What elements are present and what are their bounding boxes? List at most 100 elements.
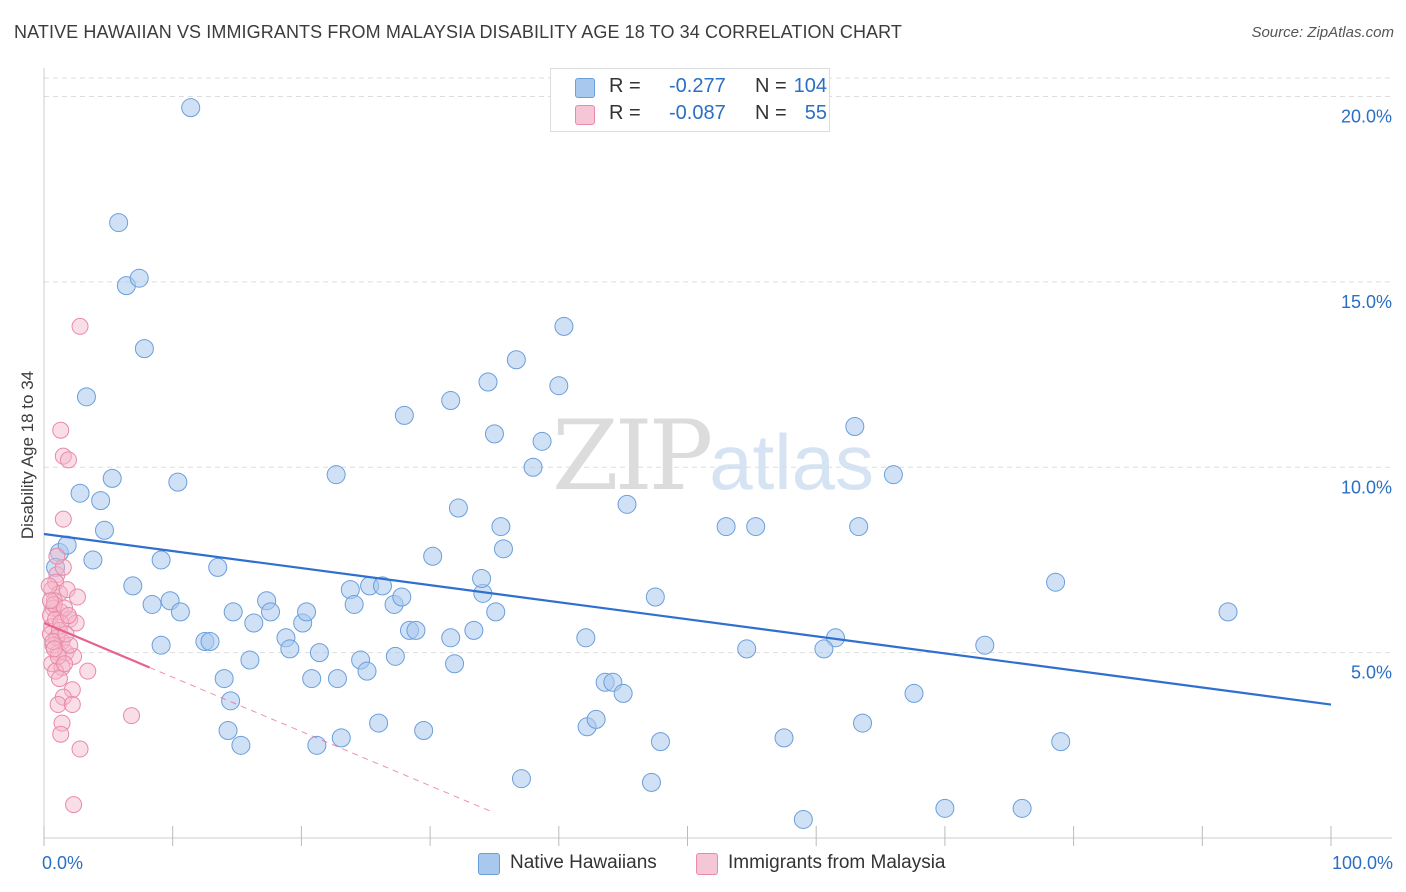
native-hawaiian-point: [414, 720, 434, 740]
native-hawaiian-point: [123, 576, 143, 596]
native-hawaiian-point: [221, 691, 241, 711]
native-hawaiian-point: [297, 602, 317, 622]
native-hawaiian-point: [576, 628, 596, 648]
native-hawaiian-point: [109, 213, 129, 233]
malaysia-point: [71, 317, 89, 335]
native-hawaiian-point: [645, 587, 665, 607]
legend-swatch-pink: [696, 853, 718, 875]
native-hawaiian-point: [200, 632, 220, 652]
native-hawaiian-point: [493, 539, 513, 559]
legend-swatch-blue: [575, 78, 595, 98]
legend-swatch-pink: [575, 105, 595, 125]
native-hawaiian-point: [129, 268, 149, 288]
native-hawaiian-point: [168, 472, 188, 492]
legend-swatch-blue: [478, 853, 500, 875]
malaysia-point: [63, 696, 81, 714]
legend-r-label: R =: [609, 75, 641, 97]
native-hawaiian-point: [83, 550, 103, 570]
malaysia-point: [52, 725, 70, 743]
native-hawaiian-point: [214, 669, 234, 689]
x-tick-label: 0.0%: [42, 853, 83, 873]
malaysia-point: [71, 740, 89, 758]
malaysia-point: [65, 796, 83, 814]
native-hawaiian-point: [441, 628, 461, 648]
legend-r-value: -0.087: [669, 102, 726, 124]
native-hawaiian-point: [554, 316, 574, 336]
native-hawaiian-point: [151, 550, 171, 570]
native-hawaiian-point: [208, 557, 228, 577]
native-hawaiian-point: [357, 661, 377, 681]
y-tick-label: 15.0%: [1341, 292, 1392, 312]
native-hawaiian-point: [372, 576, 392, 596]
native-hawaiian-point: [91, 491, 111, 511]
native-hawaiian-point: [331, 728, 351, 748]
native-hawaiian-point: [1012, 798, 1032, 818]
native-hawaiian-point: [904, 683, 924, 703]
native-hawaiian-point: [486, 602, 506, 622]
native-hawaiian-point: [793, 809, 813, 829]
malaysia-point: [65, 647, 83, 665]
native-hawaiian-point: [586, 709, 606, 729]
native-hawaiian-point: [307, 735, 327, 755]
native-hawaiian-point: [464, 620, 484, 640]
legend-label: Native Hawaiians: [510, 852, 657, 873]
native-hawaiian-point: [309, 643, 329, 663]
malaysia-point: [56, 655, 74, 673]
native-hawaiian-point: [240, 650, 260, 670]
native-hawaiian-point: [491, 517, 511, 537]
native-hawaiian-point: [532, 431, 552, 451]
native-hawaiian-point: [478, 372, 498, 392]
y-tick-label: 5.0%: [1351, 663, 1392, 683]
malaysia-point: [54, 510, 72, 528]
native-hawaiian-point: [511, 769, 531, 789]
y-tick-label: 10.0%: [1341, 477, 1392, 497]
native-hawaiian-point: [326, 465, 346, 485]
native-hawaiian-point: [327, 669, 347, 689]
native-hawaiian-point: [94, 520, 114, 540]
native-hawaiian-point: [472, 568, 492, 588]
native-hawaiian-point: [774, 728, 794, 748]
native-hawaiian-point: [883, 465, 903, 485]
native-hawaiian-point: [1051, 732, 1071, 752]
native-hawaiian-point: [392, 587, 412, 607]
native-hawaiian-point: [641, 772, 661, 792]
legend-n-value: 55: [804, 102, 827, 124]
malaysia-point: [59, 607, 77, 625]
legend-label: Immigrants from Malaysia: [728, 852, 946, 873]
malaysia-point: [50, 670, 68, 688]
malaysia-point: [52, 421, 70, 439]
legend-n-label: N =: [755, 75, 787, 97]
native-hawaiian-point: [244, 613, 264, 633]
native-hawaiian-point: [181, 98, 201, 118]
correlation-legend: R = -0.277 N = 104 R = -0.087 N = 55: [550, 68, 830, 132]
native-hawaiian-point: [935, 798, 955, 818]
native-hawaiian-point: [223, 602, 243, 622]
malaysia-point: [59, 451, 77, 469]
native-hawaiian-point: [76, 387, 96, 407]
malaysia-point: [49, 696, 67, 714]
x-tick-label: 100.0%: [1332, 853, 1393, 873]
native-hawaiian-point: [170, 602, 190, 622]
chart-title: NATIVE HAWAIIAN VS IMMIGRANTS FROM MALAY…: [14, 22, 903, 42]
y-tick-label: 20.0%: [1341, 107, 1392, 127]
native-hawaiian-point: [613, 683, 633, 703]
legend-r-label: R =: [609, 102, 641, 124]
malaysia-point: [40, 577, 58, 595]
malaysia-trendline: [43, 621, 150, 669]
malaysia-trendline-extension: [149, 667, 495, 814]
native-hawaiian-trendline: [43, 532, 1332, 706]
native-hawaiian-point: [280, 639, 300, 659]
native-hawaiian-point: [302, 669, 322, 689]
native-hawaiian-point: [617, 494, 637, 514]
native-hawaiian-point: [218, 720, 238, 740]
malaysia-point: [41, 592, 59, 610]
malaysia-point: [45, 640, 63, 658]
native-hawaiian-point: [70, 483, 90, 503]
native-hawaiian-point: [975, 635, 995, 655]
native-hawaiian-point: [716, 517, 736, 537]
native-hawaiian-point: [814, 639, 834, 659]
native-hawaiian-point: [549, 376, 569, 396]
native-hawaiian-point: [1218, 602, 1238, 622]
native-hawaiian-point: [142, 594, 162, 614]
